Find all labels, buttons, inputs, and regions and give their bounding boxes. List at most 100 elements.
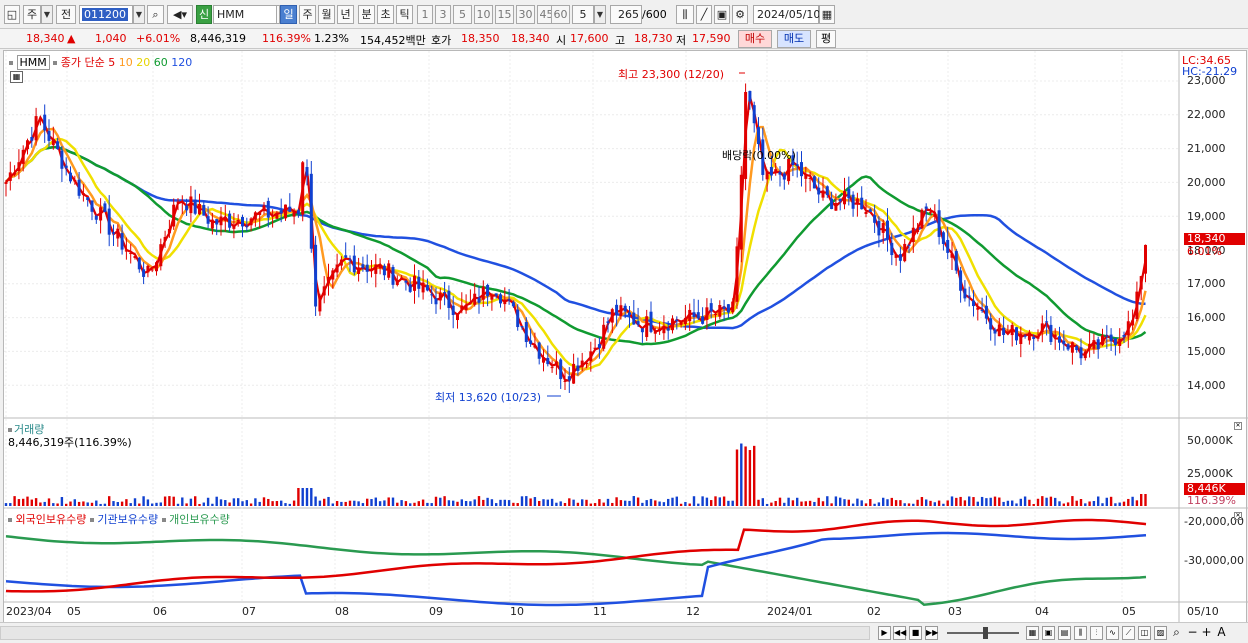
volume-bar [860,500,863,506]
image-icon[interactable]: ▨ [1154,626,1167,640]
buy-button[interactable]: 매수 [738,30,772,48]
volume-bar [550,498,554,506]
period-minute[interactable]: 분 [358,5,375,24]
candle-body [911,227,915,243]
view-icon[interactable]: ▣ [1042,626,1055,640]
volume-bar [335,501,339,506]
volume-bar [301,488,304,506]
interval-10[interactable]: 10 [474,5,493,24]
candle-body [997,324,1001,337]
candle-body [447,290,451,308]
count-max: /600 [642,8,667,21]
period-week[interactable]: 주 [299,5,316,24]
gear-icon[interactable]: ⚙ [732,5,748,24]
legend-stock-name[interactable]: HMM [16,55,50,70]
candle-body [972,300,975,307]
date-tick-last: 05/10 [1187,605,1219,618]
new-badge[interactable]: 신 [196,5,212,24]
volume-bar [555,502,558,506]
ruler-icon[interactable]: ⟋ [1122,626,1135,640]
candle-body [761,139,765,175]
volume-bar [624,500,627,506]
forward-icon[interactable]: ▶▶ [925,626,938,640]
minus-icon[interactable]: − [1187,625,1198,639]
volume-bar [1019,498,1022,506]
volume-bar [925,499,928,506]
interval-1[interactable]: 1 [417,5,433,24]
date-input[interactable]: 2024/05/10 [753,5,820,24]
grid-icon[interactable]: ▦ [1026,626,1039,640]
interval-5[interactable]: 5 [453,5,472,24]
indicator-icon[interactable]: ∿ [1106,626,1119,640]
plus-icon[interactable]: + [1201,625,1212,639]
volume-bar [331,503,334,506]
interval-60[interactable]: 60 [551,5,570,24]
stock-name-field[interactable]: HMM [213,5,277,24]
search-icon[interactable]: ⌕ [1173,625,1180,639]
volume-bar [654,500,657,506]
chart-type-icon[interactable]: ⫼ [1074,626,1087,640]
tile-icon[interactable]: ▤ [1058,626,1071,640]
candle-body [1015,327,1018,341]
volume-bar [146,499,150,506]
stock-code-input[interactable]: 011200 [79,5,133,24]
calculator-icon[interactable]: ▦ [10,71,23,83]
scroll-right-icon[interactable]: ▶ [878,626,891,640]
open-label: 시 [556,34,567,47]
volume-bar [774,501,777,506]
candle-body [907,244,911,246]
volume-bar [576,502,580,506]
candle-body [778,171,782,175]
horizontal-scrollbar[interactable] [0,626,870,640]
save-icon[interactable]: ▣ [714,5,730,24]
sell-button[interactable]: 매도 [777,30,811,48]
candle-body [1027,332,1031,341]
rewind-icon[interactable]: ◀◀ [893,626,906,640]
eval-button[interactable]: 평 [816,30,836,48]
zoom-slider-thumb[interactable] [983,627,988,639]
period-tick[interactable]: 틱 [396,5,413,24]
draw-line-icon[interactable]: ╱ [696,5,712,24]
calendar-icon[interactable]: ▦ [819,5,835,24]
window-icon[interactable]: ◱ [4,5,20,24]
volume-bar [675,496,678,506]
volume-bar [284,503,287,506]
volume-bar [976,501,979,506]
pane-close-icon[interactable]: ✕ [1234,512,1242,520]
period-year[interactable]: 년 [337,5,354,24]
chevron-down-icon[interactable]: ▼ [41,5,53,24]
candle-type-icon[interactable]: ⫼ [676,5,694,24]
candle-body [890,242,894,256]
interval-input[interactable]: 5 [572,5,594,24]
chevron-down-icon[interactable]: ▼ [594,5,606,24]
all-button[interactable]: 전 [56,5,76,24]
candle-body [795,164,799,167]
volume-bar [993,496,997,506]
interval-15[interactable]: 15 [495,5,514,24]
candle-body [382,265,386,276]
interval-3[interactable]: 3 [435,5,451,24]
period-month[interactable]: 월 [318,5,335,24]
volume-bar [280,500,283,506]
sound-icon[interactable]: ◀▾ [167,5,193,24]
layer-icon[interactable]: ◫ [1138,626,1151,640]
period-select[interactable]: 주 [23,5,41,24]
candle-body [477,297,481,303]
chevron-down-icon[interactable]: ▼ [133,5,145,24]
stop-icon[interactable]: ■ [909,626,922,640]
period-day[interactable]: 일 [280,5,297,24]
period-second[interactable]: 초 [377,5,394,24]
candle-body [86,197,90,201]
font-size-icon[interactable]: A [1217,625,1226,639]
search-icon[interactable]: ⌕ [147,5,164,24]
interval-30[interactable]: 30 [516,5,535,24]
chart-panel[interactable]: HMM 종가 단순 5 10 20 60 120 ▦ LC:34.65 HC:-… [3,50,1248,624]
count-input[interactable]: 265 [610,5,642,24]
compare-icon[interactable]: ⫶ [1090,626,1103,640]
volume-bar [262,497,266,506]
quote-bar: 18,340 ▲ 1,040 +6.01% 8,446,319 116.39% … [0,29,1248,49]
candle-body [34,116,38,141]
volume-bar [606,498,610,506]
pane-close-icon[interactable]: ✕ [1234,422,1242,430]
volume-bar [701,496,704,506]
